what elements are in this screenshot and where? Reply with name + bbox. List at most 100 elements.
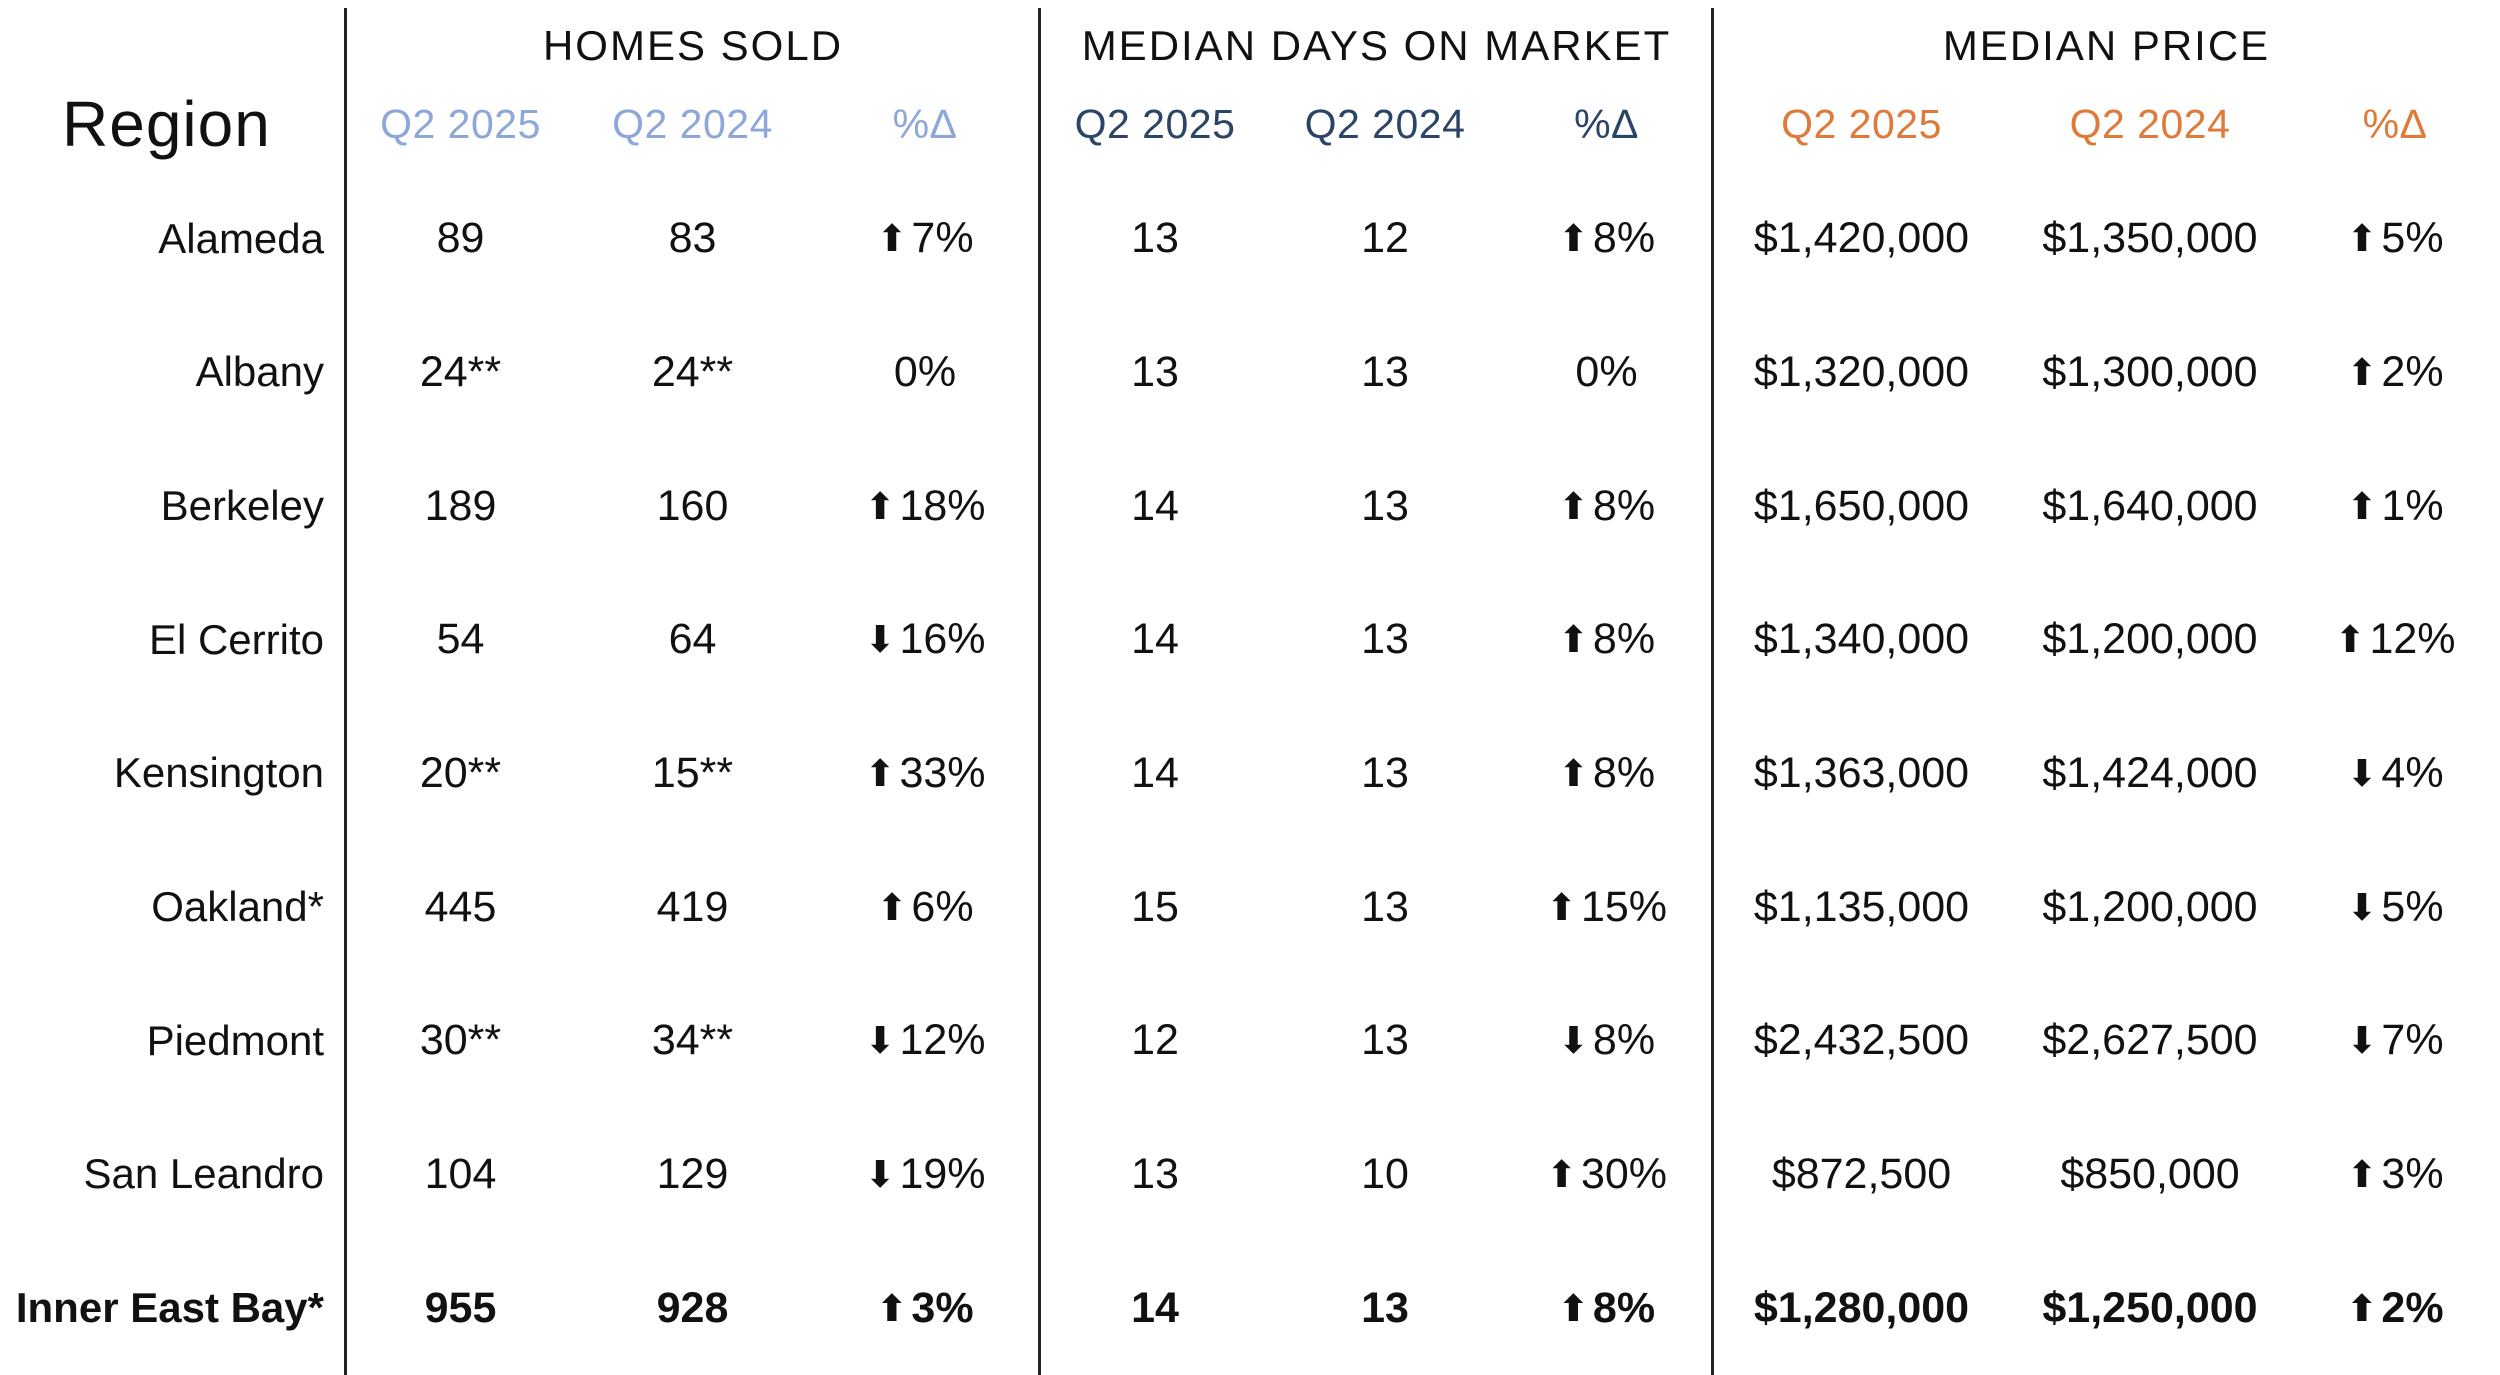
delta-arrow-icon: ⬆ [2346,350,2378,394]
delta-percent: 2% [2381,347,2444,396]
delta-arrow-icon: ⬆ [1557,484,1589,528]
delta-arrow-icon: ⬆ [2346,217,2378,261]
delta-percent: 7% [2381,1016,2444,1065]
price-2024-cell: $1,424,000 [2042,748,2258,797]
homes-delta-cell: ⬇ 12% [810,974,1040,1108]
delta-arrow-icon: ⬆ [864,484,896,528]
days-2025-cell: 14 [1131,1283,1179,1332]
delta-percent: 5% [2381,214,2444,263]
delta-percent: 3% [911,1283,974,1332]
delta-arrow-icon: ⬇ [864,1152,896,1196]
delta-percent: 8% [1592,214,1656,263]
region-column-header: Region [62,88,271,160]
price-2025-cell: $1,340,000 [1753,615,1970,664]
price-delta-cell: ⬇ 7% [2290,974,2500,1108]
days-delta-cell: ⬆ 8% [1500,573,1713,707]
delta-percent: 33% [899,748,986,797]
delta-arrow-icon: ⬆ [2346,484,2378,528]
days-2025-cell: 14 [1131,615,1179,664]
days-2025-cell: 15 [1131,882,1179,931]
days-2025-cell: 13 [1131,214,1179,263]
column-divider [344,8,347,1375]
price-2024-cell: $1,200,000 [2042,615,2258,664]
days-delta-cell: ⬆ 8% [1500,1241,1713,1375]
homes-delta-cell: 0% [810,306,1040,440]
delta-arrow-icon: ⬆ [876,217,908,261]
days-2024-cell: 13 [1361,481,1409,530]
days-delta-cell: ⬆ 8% [1500,439,1713,573]
homes-2025-cell: 54 [436,615,485,664]
delta-percent: 19% [899,1149,986,1198]
price-2024-cell: $1,640,000 [2042,481,2258,530]
delta-percent: 0% [1575,347,1638,396]
price-2024-cell: $2,627,500 [2042,1016,2258,1065]
days-2025-cell: 14 [1131,481,1179,530]
delta-arrow-icon: ⬇ [2346,885,2378,929]
delta-arrow-icon: ⬆ [876,885,908,929]
price-delta-cell: ⬆ 12% [2290,573,2500,707]
delta-percent: 8% [1592,1283,1656,1332]
delta-arrow-icon: ⬆ [2346,1152,2378,1196]
delta-arrow-icon: ⬆ [2334,618,2366,662]
delta-percent: 8% [1592,615,1656,664]
days-delta-cell: ⬆ 8% [1500,172,1713,306]
delta-arrow-icon: ⬇ [1557,1019,1589,1063]
delta-percent: 16% [899,615,986,664]
homes-delta-cell: ⬆ 3% [810,1241,1040,1375]
price-delta-cell: ⬇ 4% [2290,707,2500,841]
delta-arrow-icon: ⬆ [1557,217,1589,261]
region-cell: Berkeley [160,482,324,530]
days-2025-cell: 14 [1131,748,1179,797]
homes-2024-cell: 160 [656,481,729,530]
price-q2-2025-header: Q2 2025 [1781,100,1942,147]
delta-arrow-icon: ⬇ [2346,751,2378,795]
homes-delta-cell: ⬆ 33% [810,707,1040,841]
delta-percent: 18% [899,481,986,530]
delta-percent: 8% [1592,748,1656,797]
delta-percent: 8% [1592,1016,1656,1065]
days-delta-header: %Δ [1574,100,1639,147]
days-delta-cell: ⬆ 8% [1500,707,1713,841]
delta-arrow-icon: ⬆ [2346,1286,2378,1330]
days-delta-cell: 0% [1500,306,1713,440]
price-delta-cell: ⬆ 2% [2290,306,2500,440]
days-2024-cell: 13 [1361,748,1409,797]
delta-arrow-icon: ⬆ [1557,751,1589,795]
delta-arrow-icon: ⬆ [1557,1286,1589,1330]
homes-2024-cell: 83 [668,214,717,263]
price-2025-cell: $1,280,000 [1753,1283,1970,1332]
column-divider [1038,8,1041,1375]
region-cell: Alameda [158,214,324,262]
delta-arrow-icon: ⬆ [1545,1152,1577,1196]
region-cell: Kensington [113,749,324,797]
days-2024-cell: 10 [1361,1149,1409,1198]
delta-percent: 30% [1580,1149,1668,1198]
price-2024-cell: $1,350,000 [2042,214,2258,263]
price-2025-cell: $1,650,000 [1753,481,1970,530]
homes-delta-cell: ⬆ 6% [810,840,1040,974]
delta-percent: 6% [911,882,974,931]
days-2025-cell: 13 [1131,1149,1179,1198]
homes-2025-cell: 445 [424,882,497,931]
delta-arrow-icon: ⬆ [1545,885,1577,929]
days-delta-cell: ⬆ 30% [1500,1108,1713,1242]
price-delta-cell: ⬆ 3% [2290,1108,2500,1242]
days-2024-cell: 13 [1361,615,1409,664]
region-cell: Inner East Bay* [15,1284,324,1332]
delta-arrow-icon: ⬆ [1557,618,1589,662]
homes-delta-cell: ⬇ 19% [810,1108,1040,1242]
days-2025-cell: 13 [1131,347,1179,396]
days-2024-cell: 13 [1361,1016,1409,1065]
region-cell: Oakland* [151,883,324,931]
delta-percent: 1% [2381,481,2444,530]
delta-percent: 0% [893,347,957,396]
days-2024-cell: 12 [1361,214,1409,263]
delta-percent: 15% [1580,882,1668,931]
delta-percent: 12% [899,1016,986,1065]
days-q2-2025-header: Q2 2025 [1074,100,1236,147]
delta-arrow-icon: ⬆ [864,751,896,795]
delta-percent: 3% [2381,1149,2444,1198]
price-2025-cell: $1,420,000 [1753,214,1970,263]
homes-2024-cell: 64 [668,615,717,664]
